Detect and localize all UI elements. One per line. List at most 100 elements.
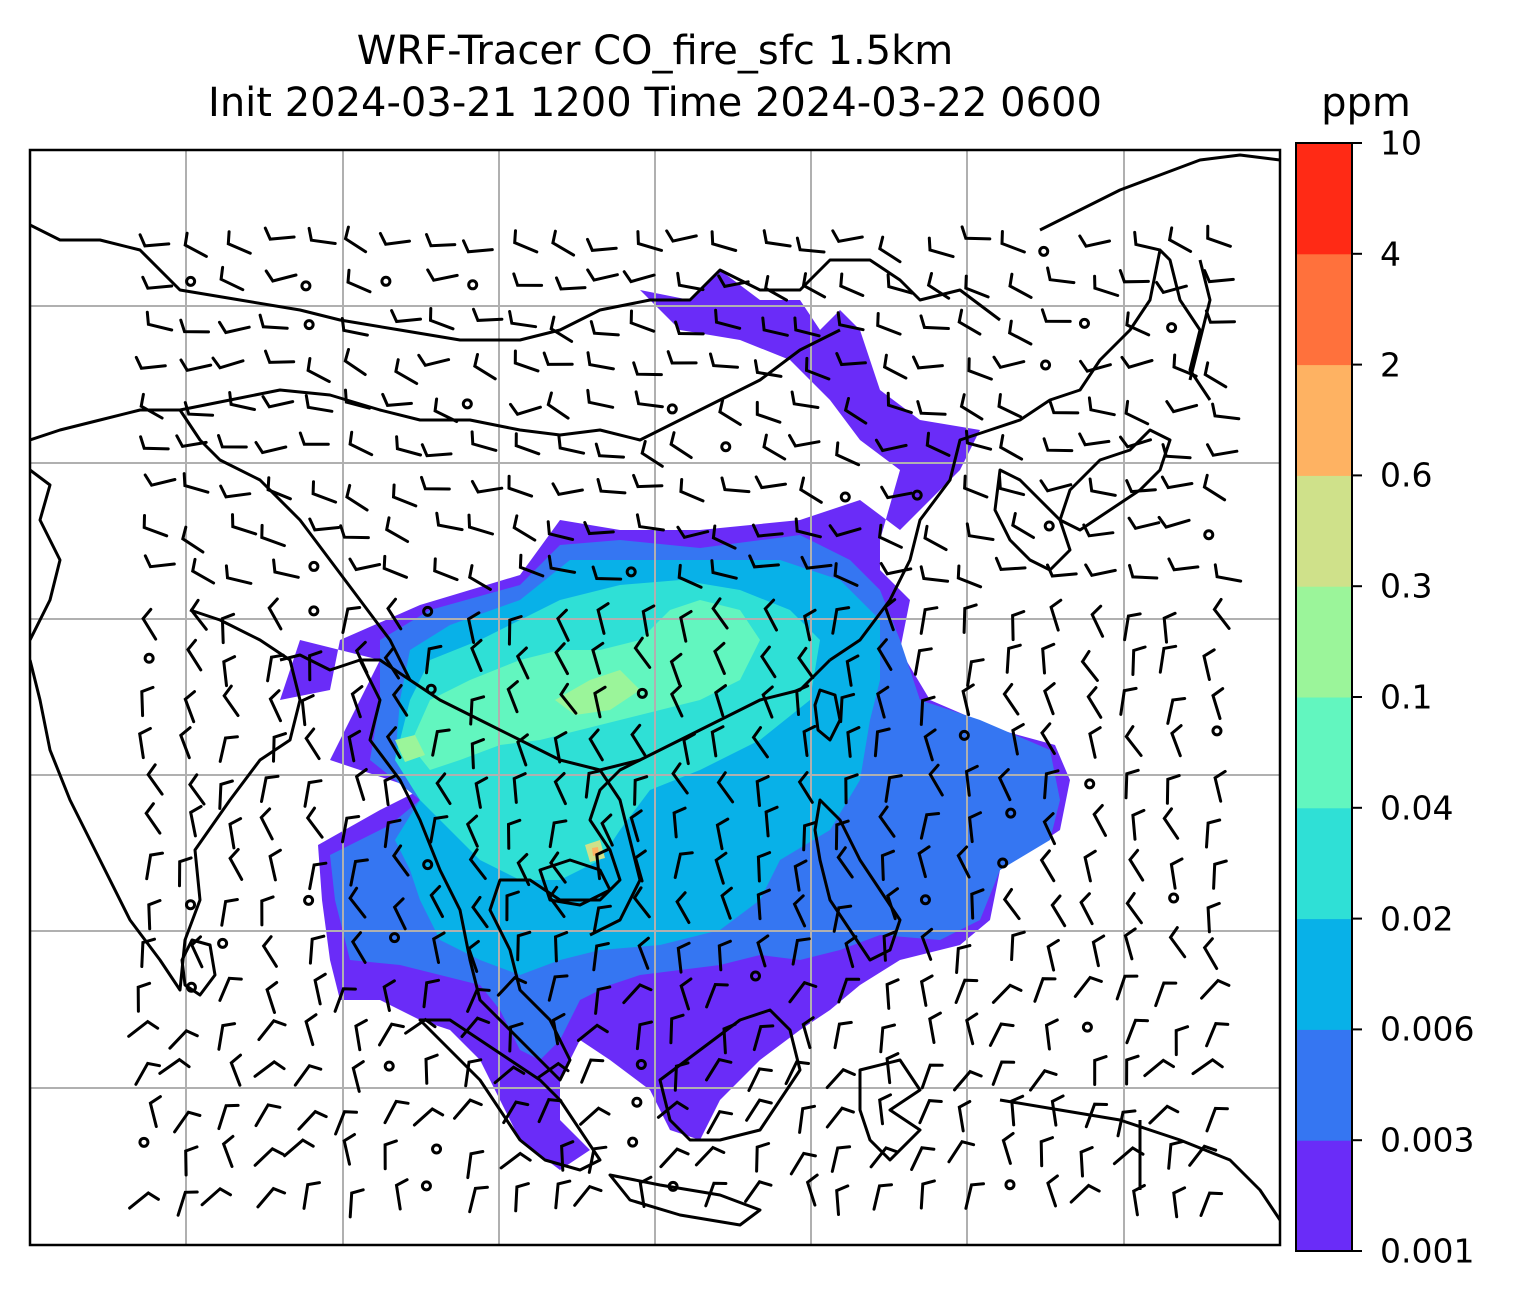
wind-barb (383, 774, 398, 807)
wind-barb (1206, 901, 1221, 934)
wind-barb (844, 773, 859, 805)
wind-barb (751, 726, 769, 759)
wind-barb (308, 650, 323, 682)
wind-barb (220, 898, 239, 927)
wind-barb (140, 937, 156, 968)
wind-barb (917, 845, 931, 879)
wind-barb (1079, 892, 1094, 926)
wind-barb (260, 523, 286, 548)
coastline-taiwan (813, 688, 842, 742)
wind-barb (141, 275, 174, 290)
colorbar-segment (1296, 475, 1352, 587)
coastline-korea (993, 468, 1072, 572)
wind-barb (506, 818, 522, 850)
calm-wind-marker (461, 398, 473, 410)
wind-barb (258, 313, 289, 330)
wind-barb (306, 357, 331, 384)
wind-barb (549, 851, 567, 884)
wind-barb (966, 658, 985, 687)
wind-barb (1001, 1131, 1015, 1165)
wind-barb (797, 646, 815, 680)
wind-barb (676, 941, 691, 974)
wind-barb (260, 895, 275, 927)
wind-barb (218, 779, 234, 810)
wind-barb (474, 776, 489, 809)
wind-barb (542, 351, 574, 366)
wind-barb (311, 480, 338, 504)
wind-barb (1211, 687, 1225, 720)
wind-barb (1046, 1174, 1059, 1208)
wind-barb (1167, 1140, 1184, 1170)
wind-barb (882, 930, 897, 962)
wind-barb (1000, 230, 1026, 254)
wind-barb (266, 476, 292, 501)
wind-barb (265, 981, 279, 1014)
wind-barb (676, 271, 705, 292)
wind-barb (828, 524, 862, 538)
wind-barb (354, 768, 368, 801)
wind-barb (183, 690, 196, 724)
wind-barb (1143, 1058, 1175, 1078)
wind-barb (919, 695, 936, 726)
wind-barb (1073, 975, 1103, 998)
wind-barb (219, 484, 252, 499)
wind-barb (671, 762, 689, 795)
wind-barb (189, 804, 203, 838)
wind-barb (512, 772, 527, 804)
wind-barb (1202, 648, 1216, 681)
wind-barb (961, 683, 975, 717)
wind-barb (460, 1016, 491, 1038)
calm-wind-marker (911, 489, 923, 501)
wind-barb (636, 230, 663, 252)
wind-barb (1172, 1186, 1187, 1219)
wind-barb (928, 1011, 942, 1044)
wind-barb (798, 1104, 816, 1134)
wind-barb (1125, 479, 1157, 494)
wind-barb (343, 348, 367, 376)
wind-barb (168, 1028, 199, 1050)
wind-barb (884, 774, 903, 803)
calm-wind-marker (422, 605, 434, 617)
wind-barb (228, 848, 244, 881)
wind-barb (390, 309, 422, 324)
wind-barb (953, 1069, 983, 1092)
wind-barb (350, 685, 364, 719)
wind-barb (882, 353, 908, 380)
wind-barb (547, 974, 569, 1002)
wind-barb (1043, 682, 1056, 716)
wind-barb (714, 851, 728, 885)
calm-wind-marker (1005, 807, 1017, 819)
wind-barb (788, 434, 821, 448)
wind-barb (1088, 726, 1102, 759)
wind-barb (1093, 274, 1120, 297)
wind-barb (666, 350, 698, 365)
wind-barb (420, 475, 451, 491)
wind-barb (1124, 768, 1140, 800)
wind-barb (959, 393, 984, 421)
wind-barb (584, 769, 603, 799)
map-title-line2: Init 2024-03-21 1200 Time 2024-03-22 060… (208, 80, 1102, 126)
wind-barb (886, 391, 913, 414)
wind-barb (466, 1150, 485, 1180)
wind-barb (1082, 523, 1115, 538)
wind-barb (591, 641, 605, 675)
calm-wind-marker (1040, 359, 1052, 371)
wind-barb (226, 230, 252, 255)
wind-barb (417, 353, 451, 368)
wind-barb (1002, 888, 1021, 921)
wind-barb (997, 393, 1023, 419)
wind-barb (348, 430, 374, 457)
wind-barb (998, 475, 1026, 497)
calm-wind-marker (750, 970, 762, 982)
wind-barb (659, 1147, 690, 1169)
wind-barb (343, 225, 368, 254)
wind-barb (1086, 686, 1103, 719)
calm-wind-marker (1038, 245, 1050, 257)
wind-barb (1124, 399, 1150, 426)
coastlines (30, 153, 1280, 1227)
colorbar-segment (1296, 807, 1352, 920)
wind-barb (143, 554, 176, 569)
wind-barb (669, 1013, 685, 1045)
calm-wind-marker (1168, 892, 1180, 904)
wind-barb (792, 894, 807, 928)
